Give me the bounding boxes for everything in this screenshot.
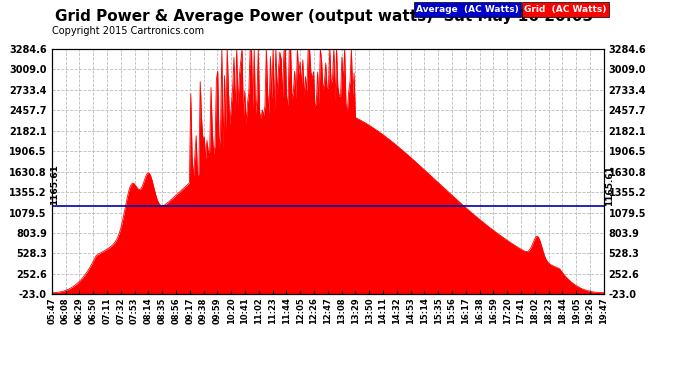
Text: Grid  (AC Watts): Grid (AC Watts) bbox=[524, 5, 607, 14]
Text: Average  (AC Watts): Average (AC Watts) bbox=[416, 5, 519, 14]
Text: Grid Power & Average Power (output watts)  Sat May 16 20:03: Grid Power & Average Power (output watts… bbox=[55, 9, 593, 24]
Text: 1165.61: 1165.61 bbox=[604, 165, 614, 206]
Text: 1165.61: 1165.61 bbox=[50, 164, 59, 205]
Text: Copyright 2015 Cartronics.com: Copyright 2015 Cartronics.com bbox=[52, 26, 204, 36]
